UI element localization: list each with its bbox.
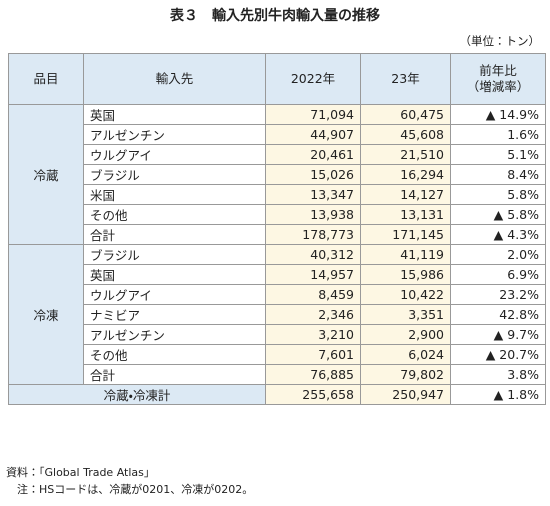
value-cell: 7,601	[265, 344, 361, 365]
change-cell: 42.8%	[450, 304, 546, 325]
country-cell: その他	[83, 344, 266, 365]
table-row: 合計 178,773 171,145 ▲ 4.3%	[9, 224, 546, 245]
value-cell: 76,885	[265, 364, 361, 385]
table-row: 米国 13,347 14,127 5.8%	[9, 184, 546, 205]
grand-total-cell: ▲ 1.8%	[450, 384, 546, 405]
value-cell: 13,131	[360, 204, 451, 225]
country-cell: 英国	[83, 104, 266, 125]
value-cell: 171,145	[360, 224, 451, 245]
table-row: 合計 76,885 79,802 3.8%	[9, 364, 546, 385]
change-cell: 3.8%	[450, 364, 546, 385]
country-cell: 合計	[83, 364, 266, 385]
value-cell: 14,127	[360, 184, 451, 205]
table-row: 冷蔵 英国 71,094 60,475 ▲ 14.9%	[8, 104, 546, 245]
value-cell: 44,907	[265, 124, 361, 145]
grand-total-cell: 255,658	[265, 384, 361, 405]
value-cell: 15,986	[360, 264, 451, 285]
value-cell: 45,608	[360, 124, 451, 145]
unit: （単位：トン）	[459, 34, 541, 48]
value-cell: 10,422	[360, 284, 451, 305]
country-cell: 合計	[83, 224, 266, 245]
value-cell: 2,900	[360, 324, 451, 345]
value-cell: 21,510	[360, 144, 451, 165]
value-cell: 71,094	[265, 104, 361, 125]
change-cell: ▲ 4.3%	[450, 224, 546, 245]
value-cell: 13,347	[265, 184, 361, 205]
header-row: 品目 輸入先 2022年 23年 前年比 （増減率）	[8, 53, 546, 105]
change-cell: ▲ 14.9%	[450, 104, 546, 125]
country-cell: ウルグアイ	[83, 284, 266, 305]
value-cell: 20,461	[265, 144, 361, 165]
value-cell: 40,312	[265, 244, 361, 265]
change-cell: ▲ 5.8%	[450, 204, 546, 225]
table-body: 冷蔵 英国 71,094 60,475 ▲ 14.9% アルゼンチン 44,907 45,60…	[8, 104, 546, 405]
table-row: その他 13,938 13,131 ▲ 5.8%	[9, 204, 546, 225]
table-row: 英国 14,957 15,986 6.9%	[9, 264, 546, 285]
value-cell: 60,475	[360, 104, 451, 125]
group-cell: 冷蔵	[8, 104, 84, 245]
grand-total-cell: 250,947	[360, 384, 451, 405]
country-cell: ブラジル	[83, 244, 266, 265]
country-cell: 米国	[83, 184, 266, 205]
note: 資料：「Global Trade Atlas」	[6, 466, 155, 479]
value-cell: 16,294	[360, 164, 451, 185]
header-cell: 品目	[8, 53, 84, 105]
table-row: アルゼンチン 3,210 2,900 ▲ 9.7%	[9, 324, 546, 345]
table-row: 冷凍 ブラジル 40,312 41,119 2.0%	[8, 244, 546, 385]
table-row: その他 7,601 6,024 ▲ 20.7%	[9, 344, 546, 365]
table-row: ウルグアイ 8,459 10,422 23.2%	[9, 284, 546, 305]
value-cell: 8,459	[265, 284, 361, 305]
country-cell: ウルグアイ	[83, 144, 266, 165]
table-row: ナミビア 2,346 3,351 42.8%	[9, 304, 546, 325]
change-cell: 6.9%	[450, 264, 546, 285]
header-line: 前年比	[479, 63, 517, 78]
country-cell: ナミビア	[83, 304, 266, 325]
table-row: アルゼンチン 44,907 45,608 1.6%	[9, 124, 546, 145]
grand-total-row: 冷蔵・冷凍計 255,658 250,947 ▲ 1.8%	[8, 384, 546, 405]
country-cell: アルゼンチン	[83, 124, 266, 145]
change-cell: 8.4%	[450, 164, 546, 185]
value-cell: 6,024	[360, 344, 451, 365]
change-cell: 2.0%	[450, 244, 546, 265]
value-cell: 79,802	[360, 364, 451, 385]
change-cell: 5.1%	[450, 144, 546, 165]
note: 注：HSコードは、冷蔵が0201、冷凍が0202。	[6, 483, 254, 496]
value-cell: 15,026	[265, 164, 361, 185]
country-cell: ブラジル	[83, 164, 266, 185]
notes: 資料：「Global Trade Atlas」 注：HSコードは、冷蔵が0201…	[6, 464, 253, 498]
header-cell: 23年	[360, 53, 451, 105]
value-cell: 41,119	[360, 244, 451, 265]
group-cell: 冷凍	[8, 244, 84, 385]
country-cell: その他	[83, 204, 266, 225]
change-cell: 5.8%	[450, 184, 546, 205]
import-table: 品目 輸入先 2022年 23年 前年比 （増減率） 冷蔵 英国 71,094 60,475 ▲ …	[8, 53, 546, 405]
header-cell: 輸入先	[83, 53, 266, 105]
value-cell: 178,773	[265, 224, 361, 245]
header-cell: 2022年	[265, 53, 361, 105]
grand-total-label: 冷蔵・冷凍計	[8, 384, 266, 405]
value-cell: 14,957	[265, 264, 361, 285]
value-cell: 13,938	[265, 204, 361, 225]
table-row: ブラジル 15,026 16,294 8.4%	[9, 164, 546, 185]
table-row: ウルグアイ 20,461 21,510 5.1%	[9, 144, 546, 165]
country-cell: アルゼンチン	[83, 324, 266, 345]
change-cell: ▲ 9.7%	[450, 324, 546, 345]
country-cell: 英国	[83, 264, 266, 285]
change-cell: 23.2%	[450, 284, 546, 305]
header-line: （増減率）	[466, 79, 530, 94]
change-cell: ▲ 20.7%	[450, 344, 546, 365]
value-cell: 3,210	[265, 324, 361, 345]
value-cell: 2,346	[265, 304, 361, 325]
change-cell: 1.6%	[450, 124, 546, 145]
value-cell: 3,351	[360, 304, 451, 325]
header-cell: 前年比 （増減率）	[450, 53, 546, 105]
title: 表３ 輸入先別牛肉輸入量の推移	[170, 8, 380, 24]
